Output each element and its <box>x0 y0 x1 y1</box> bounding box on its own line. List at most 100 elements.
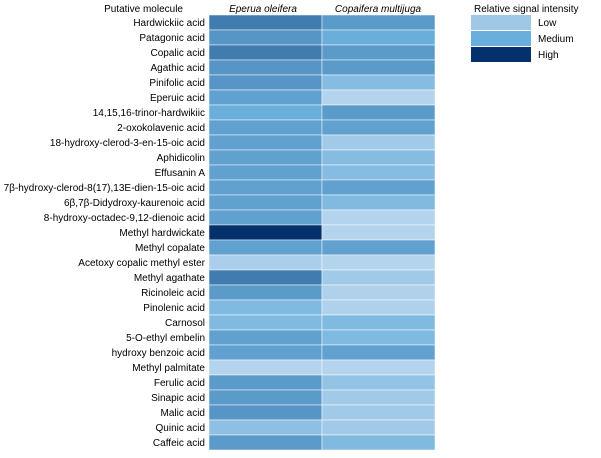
heatmap-cell-ricinoleic-acid-col0 <box>208 284 323 301</box>
heatmap-cell-patagonic-acid-col0 <box>208 29 323 46</box>
column-header-eperua: Eperua oleifera <box>229 4 297 15</box>
heatmap-cell-agathic-acid-col0 <box>208 59 323 76</box>
row-label-14-15-16-trinor-hardwikiic: 14,15,16-trinor-hardwikiic <box>93 108 205 119</box>
heatmap-cell-caffeic-acid-col0 <box>208 434 323 451</box>
row-label-methyl-copalate: Methyl copalate <box>135 243 205 254</box>
row-label-ricinoleic-acid: Ricinoleic acid <box>141 288 205 299</box>
heatmap-cell-copalic-acid-col1 <box>321 44 436 61</box>
heatmap-cell-methyl-agathate-col0 <box>208 269 323 286</box>
row-label-methyl-agathate: Methyl agathate <box>134 273 206 284</box>
row-header: Putative molecule <box>104 4 183 15</box>
heatmap-cell-14-15-16-trinor-hardwikiic-col1 <box>321 104 436 121</box>
heatmap-cell-methyl-palmitate-col1 <box>321 359 436 376</box>
heatmap-cell-effusanin-a-col1 <box>321 164 436 181</box>
row-label-caffeic-acid: Caffeic acid <box>153 438 205 449</box>
row-label-6-7-didydroxy-kaurenoic-acid: 6β,7β-Didydroxy-kaurenoic acid <box>64 198 205 209</box>
heatmap-cells <box>208 14 436 451</box>
heatmap-cell-pinolenic-acid-col1 <box>321 299 436 316</box>
row-label-eperuic-acid: Eperuic acid <box>150 93 205 104</box>
heatmap-cell-methyl-hardwickate-col1 <box>321 224 436 241</box>
row-label-copalic-acid: Copalic acid <box>151 48 205 59</box>
legend-swatch-high <box>471 47 531 62</box>
row-labels: Hardwickiic acid Patagonic acid Copalic ac… <box>4 18 206 449</box>
legend-label-low: Low <box>538 18 557 29</box>
heatmap-cell-carnosol-col0 <box>208 314 323 331</box>
heatmap-cell-5-o-ethyl-embelin-col0 <box>208 329 323 346</box>
row-label-patagonic-acid: Patagonic acid <box>139 33 205 44</box>
row-label-malic-acid: Malic acid <box>161 408 205 419</box>
row-label-effusanin-a: Effusanin A <box>155 168 206 179</box>
heatmap-cell-carnosol-col1 <box>321 314 436 331</box>
heatmap-cell-hydroxy-benzoic-acid-col1 <box>321 344 436 361</box>
row-label-pinifolic-acid: Pinifolic acid <box>149 78 205 89</box>
legend: Relative signal intensity Low Medium High <box>471 4 579 62</box>
heatmap-cell-effusanin-a-col0 <box>208 164 323 181</box>
row-label-sinapic-acid: Sinapic acid <box>151 393 205 404</box>
row-label-carnosol: Carnosol <box>165 318 205 329</box>
heatmap-cell-18-hydroxy-clerod-3-en-15-oic-acid-col1 <box>321 134 436 151</box>
heatmap-cell-pinifolic-acid-col0 <box>208 74 323 91</box>
heatmap-cell-2-oxokolavenic-acid-col0 <box>208 119 323 136</box>
heatmap-cell-aphidicolin-col0 <box>208 149 323 166</box>
heatmap-cell-eperuic-acid-col0 <box>208 89 323 106</box>
heatmap-cell-sinapic-acid-col0 <box>208 389 323 406</box>
row-label-8-hydroxy-octadec-9-12-dienoic-acid: 8-hydroxy-octadec-9,12-dienoic acid <box>44 213 205 224</box>
heatmap-cell-7-hydroxy-clerod-8-17-13e-dien-15-oic-acid-col0 <box>208 179 323 196</box>
heatmap-cell-methyl-hardwickate-col0 <box>208 224 323 241</box>
row-label-quinic-acid: Quinic acid <box>156 423 205 434</box>
heatmap-cell-sinapic-acid-col1 <box>321 389 436 406</box>
heatmap-cell-copalic-acid-col0 <box>208 44 323 61</box>
heatmap-cell-acetoxy-copalic-methyl-ester-col1 <box>321 254 436 271</box>
heatmap-cell-acetoxy-copalic-methyl-ester-col0 <box>208 254 323 271</box>
heatmap-cell-8-hydroxy-octadec-9-12-dienoic-acid-col0 <box>208 209 323 226</box>
heatmap-cell-ferulic-acid-col1 <box>321 374 436 391</box>
heatmap-cell-methyl-copalate-col0 <box>208 239 323 256</box>
heatmap-cell-6-7-didydroxy-kaurenoic-acid-col0 <box>208 194 323 211</box>
legend-title: Relative signal intensity <box>474 4 579 15</box>
row-label-7-hydroxy-clerod-8-17-13e-dien-15-oic-acid: 7β-hydroxy-clerod-8(17),13E-dien-15-oic … <box>4 183 205 194</box>
heatmap-cell-2-oxokolavenic-acid-col1 <box>321 119 436 136</box>
heatmap-cell-6-7-didydroxy-kaurenoic-acid-col1 <box>321 194 436 211</box>
row-label-5-o-ethyl-embelin: 5-O-ethyl embelin <box>126 333 205 344</box>
row-label-acetoxy-copalic-methyl-ester: Acetoxy copalic methyl ester <box>78 258 205 269</box>
heatmap-cell-8-hydroxy-octadec-9-12-dienoic-acid-col1 <box>321 209 436 226</box>
row-label-methyl-palmitate: Methyl palmitate <box>132 363 205 374</box>
heatmap-cell-pinolenic-acid-col0 <box>208 299 323 316</box>
heatmap-cell-14-15-16-trinor-hardwikiic-col0 <box>208 104 323 121</box>
heatmap-cell-methyl-agathate-col1 <box>321 269 436 286</box>
heatmap-cell-7-hydroxy-clerod-8-17-13e-dien-15-oic-acid-col1 <box>321 179 436 196</box>
heatmap-cell-hardwickiic-acid-col1 <box>321 14 436 31</box>
heatmap-cell-methyl-palmitate-col0 <box>208 359 323 376</box>
column-header-copaifera: Copaifera multijuga <box>335 4 422 15</box>
legend-swatch-medium <box>471 31 531 46</box>
legend-label-medium: Medium <box>538 34 574 45</box>
heatmap-cell-hydroxy-benzoic-acid-col0 <box>208 344 323 361</box>
legend-swatch-low <box>471 15 531 30</box>
heatmap-cell-quinic-acid-col0 <box>208 419 323 436</box>
heatmap-cell-5-o-ethyl-embelin-col1 <box>321 329 436 346</box>
heatmap-cell-methyl-copalate-col1 <box>321 239 436 256</box>
heatmap-cell-ricinoleic-acid-col1 <box>321 284 436 301</box>
heatmap-cell-quinic-acid-col1 <box>321 419 436 436</box>
row-label-agathic-acid: Agathic acid <box>151 63 205 74</box>
heatmap-cell-18-hydroxy-clerod-3-en-15-oic-acid-col0 <box>208 134 323 151</box>
heatmap-cell-eperuic-acid-col1 <box>321 89 436 106</box>
heatmap-cell-malic-acid-col0 <box>208 404 323 421</box>
heatmap-cell-aphidicolin-col1 <box>321 149 436 166</box>
row-label-hydroxy-benzoic-acid: hydroxy benzoic acid <box>112 348 205 359</box>
row-label-ferulic-acid: Ferulic acid <box>154 378 205 389</box>
heatmap-cell-malic-acid-col1 <box>321 404 436 421</box>
row-label-aphidicolin: Aphidicolin <box>157 153 205 164</box>
row-label-methyl-hardwickate: Methyl hardwickate <box>119 228 205 239</box>
row-label-pinolenic-acid: Pinolenic acid <box>143 303 205 314</box>
legend-label-high: High <box>538 50 559 61</box>
heatmap-cell-pinifolic-acid-col1 <box>321 74 436 91</box>
heatmap-cell-agathic-acid-col1 <box>321 59 436 76</box>
row-label-2-oxokolavenic-acid: 2-oxokolavenic acid <box>117 123 205 134</box>
heatmap-cell-caffeic-acid-col1 <box>321 434 436 451</box>
row-label-hardwickiic-acid: Hardwickiic acid <box>133 18 205 29</box>
heatmap-cell-ferulic-acid-col0 <box>208 374 323 391</box>
row-label-18-hydroxy-clerod-3-en-15-oic-acid: 18-hydroxy-clerod-3-en-15-oic acid <box>50 138 205 149</box>
heatmap-cell-patagonic-acid-col1 <box>321 29 436 46</box>
